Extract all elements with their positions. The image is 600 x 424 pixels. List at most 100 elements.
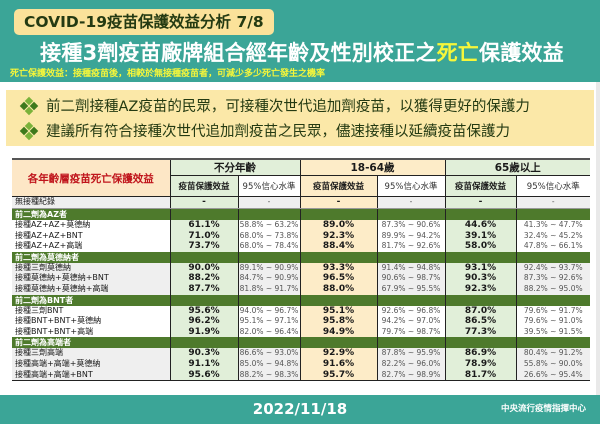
column-header-efficacy: 疫苗保護效益 (169, 175, 238, 197)
main-title-highlight: 死亡 (436, 41, 479, 65)
row-label: 接種BNT+BNT+高端 (12, 326, 170, 338)
cell-efficacy: 96.5% (299, 273, 377, 284)
cell-efficacy: 91.1% (169, 358, 238, 370)
cell-efficacy: 86.5% (444, 316, 516, 327)
cell-ci: 41.3% ~ 47.7% (515, 220, 590, 231)
cell-ci: 32.4% ~ 45.2% (515, 230, 590, 242)
cell-efficacy: 95.6% (169, 369, 238, 382)
cell-ci: 89.9% ~ 94.2% (376, 230, 445, 242)
table-row: 接種BNT+BNT+高端 91.9% 82.0% ~ 96.4% 94.9% 7… (12, 326, 590, 338)
group-title: 前二劑為高端者 (12, 337, 170, 349)
table-row: 接種高端+高端+BNT 95.6% 88.2% ~ 98.3% 95.7% 82… (12, 369, 590, 382)
cell-efficacy: 92.3% (444, 283, 516, 295)
row-label: 接種高端+高端+BNT (12, 369, 170, 382)
row-label: 接種AZ+AZ+高端 (12, 241, 170, 252)
cell-efficacy: 95.8% (299, 316, 377, 327)
cell-efficacy: 90.3% (444, 273, 516, 284)
cell-ci: 68.0% ~ 78.4% (237, 241, 300, 252)
table-row: 接種莫德納+莫德納+BNT 88.2% 84.7% ~ 90.9% 96.5% … (12, 273, 590, 284)
cell-ci: - (237, 196, 300, 209)
definition-subtitle: 死亡保護效益：接種疫苗後，相較於無接種疫苗者，可減少多少死亡發生之機率 (10, 69, 326, 79)
group-header-row: 前二劑為莫德納者 (12, 251, 590, 263)
cell-efficacy: 95.7% (299, 369, 377, 382)
recommendation-text: 前二劑接種AZ疫苗的民眾，可接種次世代追加劑疫苗，以獲得更好的保護力 (46, 99, 530, 115)
cell-ci: 89.1% ~ 90.9% (237, 262, 300, 274)
table-row: 接種三劑莫德納 90.0% 89.1% ~ 90.9% 93.3% 91.4% … (12, 262, 590, 274)
cell-efficacy: - (169, 196, 238, 209)
cell-efficacy: 73.7% (169, 241, 238, 252)
main-title-part1: 接種3劑疫苗廠牌組合經年齡及性別校正之 (40, 41, 437, 65)
content-panel: 前二劑接種AZ疫苗的民眾，可接種次世代追加劑疫苗，以獲得更好的保護力 建議所有符… (0, 82, 596, 395)
main-title: 接種3劑疫苗廠牌組合經年齡及性別校正之死亡保護效益 (4, 40, 600, 66)
group-title: 前二劑為BNT者 (12, 294, 170, 306)
slide-badge-title: COVID-19疫苗保護效益分析 7/8 (14, 9, 274, 35)
recommendation-box: 前二劑接種AZ疫苗的民眾，可接種次世代追加劑疫苗，以獲得更好的保護力 建議所有符… (6, 90, 594, 146)
organization-name: 中央流行疫情指揮中心 (500, 404, 586, 414)
table-row: 接種高端+高端+莫德納 91.1% 85.0% ~ 94.8% 91.6% 82… (12, 358, 590, 370)
group-header-row: 前二劑為AZ者 (12, 208, 590, 220)
table-row: 接種AZ+AZ+高端 73.7% 68.0% ~ 78.4% 88.4% 81.… (12, 241, 590, 252)
cell-efficacy: 81.7% (444, 369, 516, 382)
cell-efficacy: 96.2% (169, 316, 238, 327)
row-label: 接種莫德納+莫德納+BNT (12, 273, 170, 284)
cell-efficacy: 94.9% (299, 326, 377, 338)
table-row: 接種AZ+AZ+BNT 71.0% 68.0% ~ 73.8% 92.3% 89… (12, 230, 590, 242)
cell-efficacy: 95.1% (299, 305, 377, 317)
cell-efficacy: 90.0% (169, 262, 238, 274)
main-title-part2: 保護效益 (479, 41, 564, 65)
cell-ci: 95.1% ~ 97.1% (237, 316, 300, 327)
group-title: 前二劑為AZ者 (12, 208, 170, 220)
cell-efficacy: 89.0% (299, 220, 377, 231)
age-group-header-18-64: 18-64歲 (299, 158, 445, 176)
table-row: 接種莫德納+莫德納+高端 87.7% 81.8% ~ 91.7% 88.0% 6… (12, 283, 590, 295)
cell-ci: 47.8% ~ 66.1% (515, 241, 590, 252)
cell-ci: 92.4% ~ 93.7% (515, 262, 590, 274)
release-date: 2022/11/18 (252, 400, 348, 418)
age-group-header-65plus: 65歲以上 (444, 158, 590, 176)
cell-ci: 91.4% ~ 94.8% (376, 262, 445, 274)
cell-efficacy: 93.1% (444, 262, 516, 274)
right-edge-strip (596, 82, 600, 395)
recommendation-item: 前二劑接種AZ疫苗的民眾，可接種次世代追加劑疫苗，以獲得更好的保護力 (19, 93, 594, 118)
cell-efficacy: 92.9% (299, 348, 377, 359)
cell-ci: 94.0% ~ 96.7% (237, 305, 300, 317)
row-label: 接種莫德納+莫德納+高端 (12, 283, 170, 295)
group-header-row: 前二劑為BNT者 (12, 294, 590, 306)
cell-ci: 82.0% ~ 96.4% (237, 326, 300, 338)
recommendation-item: 建議所有符合接種次世代追加劑疫苗之民眾，儘速接種以延續疫苗保護力 (19, 118, 594, 143)
row-label: 接種三劑BNT (12, 305, 170, 317)
cell-efficacy: 44.6% (444, 220, 516, 231)
cell-efficacy: 90.3% (169, 348, 238, 359)
cell-ci: 81.7% ~ 92.6% (376, 241, 445, 252)
cell-ci: 81.8% ~ 91.7% (237, 283, 300, 295)
header-banner: COVID-19疫苗保護效益分析 7/8 接種3劑疫苗廠牌組合經年齡及性別校正之… (0, 0, 600, 82)
cell-ci: 82.2% ~ 96.0% (376, 358, 445, 370)
cell-ci: 88.2% ~ 95.0% (515, 283, 590, 295)
diamond-bullet-icon (19, 96, 39, 115)
cell-efficacy: 39.1% (444, 230, 516, 242)
row-label: 接種三劑莫德納 (12, 262, 170, 274)
cell-ci: - (376, 196, 445, 209)
row-label: 無接種紀錄 (12, 196, 170, 209)
cell-ci: 80.4% ~ 91.2% (515, 348, 590, 359)
group-title: 前二劑為莫德納者 (12, 251, 170, 263)
column-header-ci: 95%信心水準 (376, 175, 445, 197)
table-row-no-vaccine: 無接種紀錄 - - - - - - (12, 196, 590, 209)
cell-ci: 26.6% ~ 95.4% (515, 369, 590, 382)
cell-ci: 88.2% ~ 98.3% (237, 369, 300, 382)
cell-ci: 90.6% ~ 98.7% (376, 273, 445, 284)
cell-efficacy: 93.3% (299, 262, 377, 274)
cell-ci: 79.7% ~ 98.7% (376, 326, 445, 338)
cell-efficacy: 78.9% (444, 358, 516, 370)
cell-efficacy: 61.1% (169, 220, 238, 231)
cell-ci: 86.6% ~ 93.0% (237, 348, 300, 359)
cell-ci: 87.3% ~ 90.6% (376, 220, 445, 231)
cell-ci: - (515, 196, 590, 209)
cell-ci: 87.3% ~ 92.6% (515, 273, 590, 284)
cell-ci: 87.8% ~ 95.9% (376, 348, 445, 359)
cell-ci: 55.8% ~ 90.0% (515, 358, 590, 370)
table-row: 接種三劑BNT 95.6% 94.0% ~ 96.7% 95.1% 92.6% … (12, 305, 590, 317)
cell-ci: 67.9% ~ 95.5% (376, 283, 445, 295)
footer-banner: 2022/11/18 中央流行疫情指揮中心 (0, 395, 600, 424)
cell-efficacy: 91.6% (299, 358, 377, 370)
